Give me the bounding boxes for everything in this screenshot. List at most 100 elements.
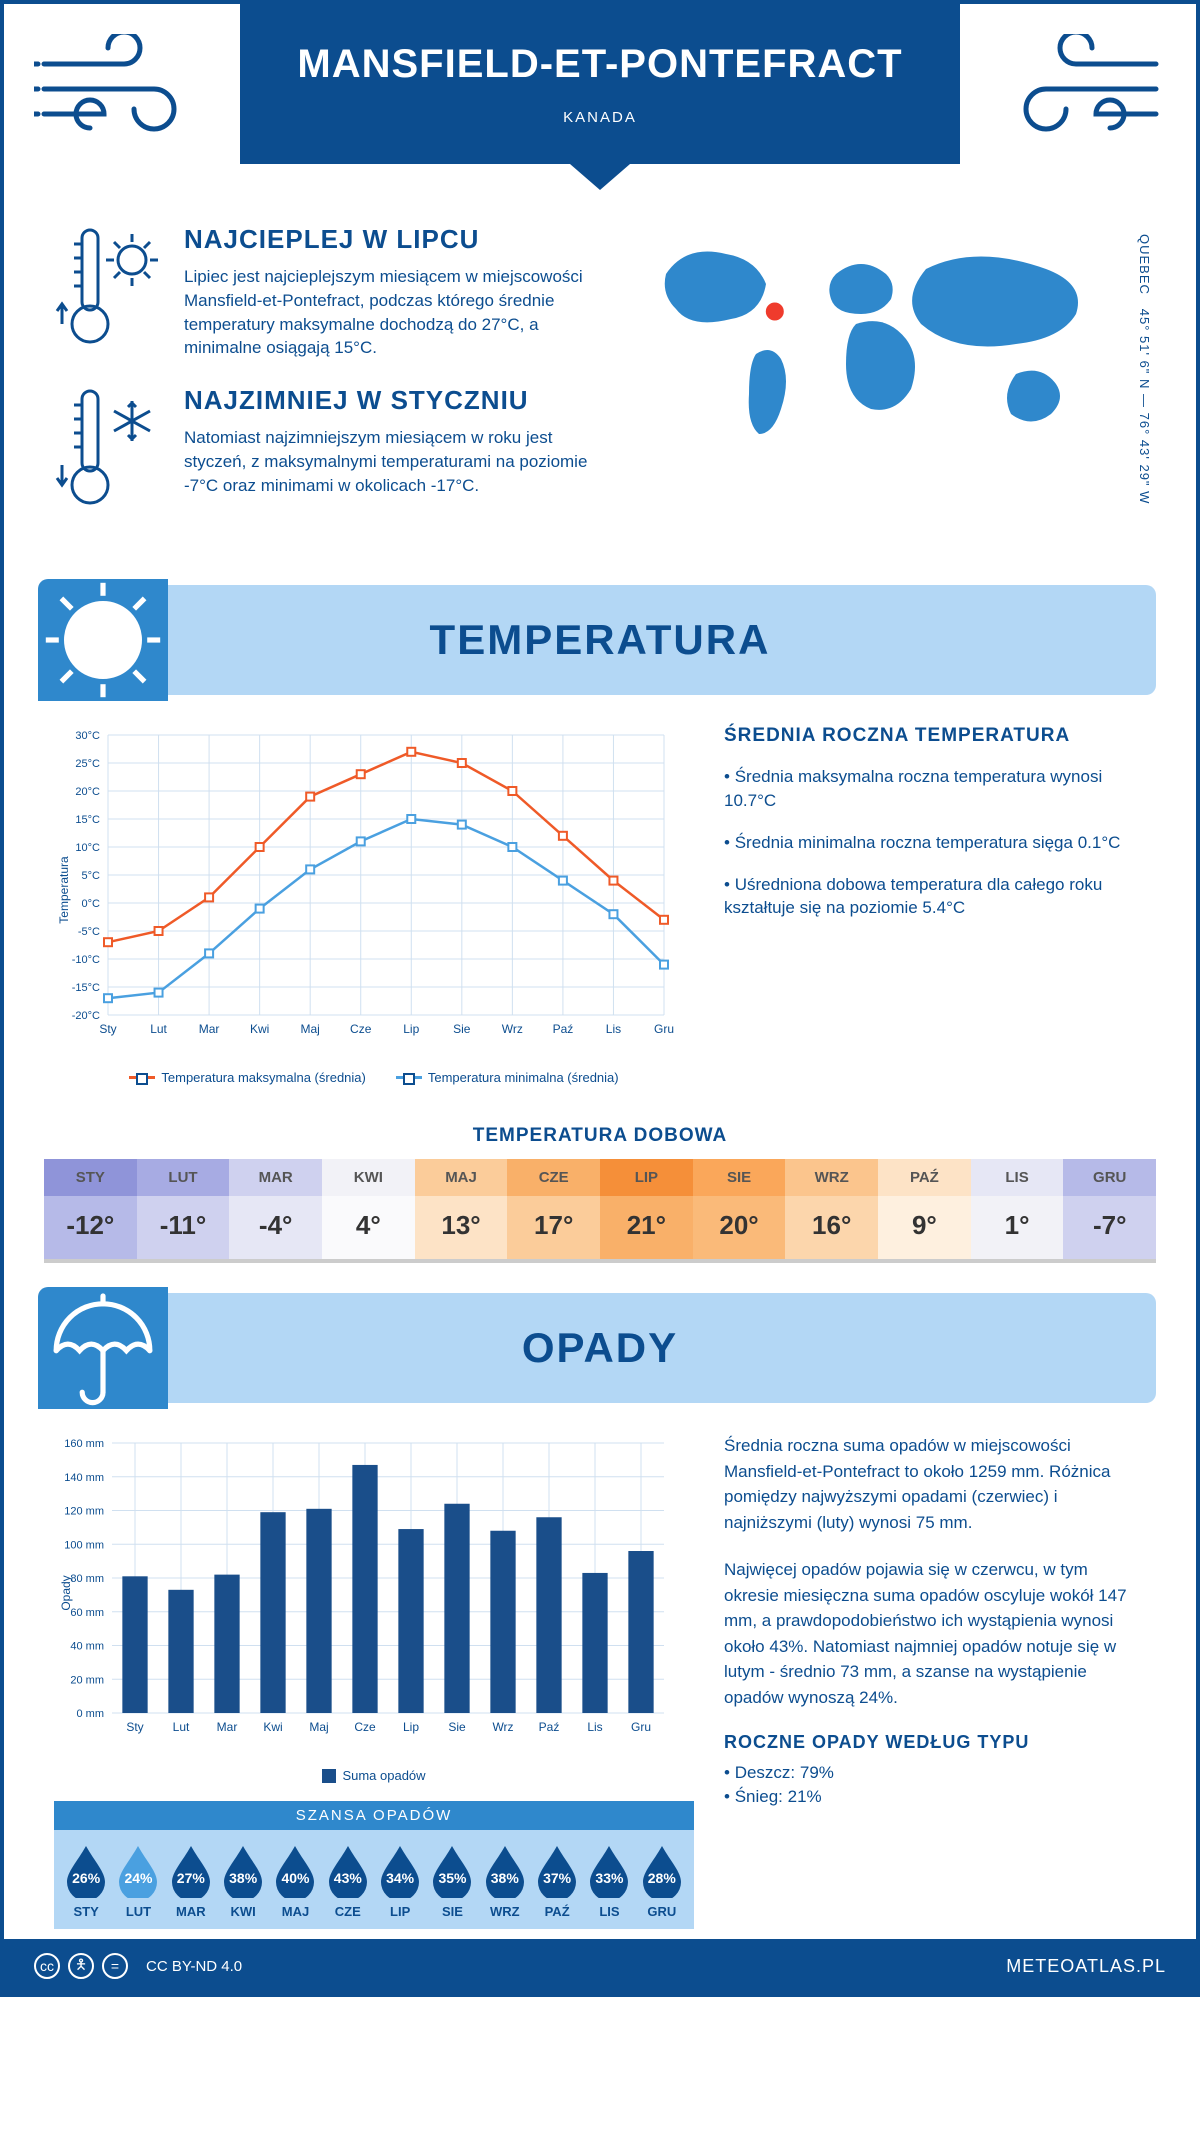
thermometer-sun-icon bbox=[54, 224, 164, 360]
chance-drop: 33%LIS bbox=[583, 1844, 635, 1919]
svg-text:Lis: Lis bbox=[587, 1720, 602, 1734]
chance-drop: 27%MAR bbox=[165, 1844, 217, 1919]
precip-type-item: Deszcz: 79% bbox=[724, 1763, 1146, 1783]
svg-text:-20°C: -20°C bbox=[72, 1010, 100, 1022]
svg-text:60 mm: 60 mm bbox=[70, 1607, 104, 1619]
footer: cc 🯅 = CC BY-ND 4.0 METEOATLAS.PL bbox=[4, 1939, 1196, 1993]
svg-text:15°C: 15°C bbox=[75, 814, 100, 826]
nd-icon: = bbox=[102, 1953, 128, 1979]
section-title: OPADY bbox=[522, 1324, 678, 1372]
svg-text:Paź: Paź bbox=[553, 1022, 574, 1036]
svg-text:0°C: 0°C bbox=[82, 898, 101, 910]
svg-text:20°C: 20°C bbox=[75, 786, 100, 798]
fact-warmest: NAJCIEPLEJ W LIPCU Lipiec jest najcieple… bbox=[54, 224, 616, 360]
daily-temp-cell: LIP21° bbox=[600, 1159, 693, 1259]
precip-text: Średnia roczna suma opadów w miejscowośc… bbox=[724, 1433, 1146, 1535]
svg-text:Kwi: Kwi bbox=[250, 1022, 269, 1036]
daily-temp-cell: STY-12° bbox=[44, 1159, 137, 1259]
chance-drop: 34%LIP bbox=[374, 1844, 426, 1919]
svg-text:Cze: Cze bbox=[354, 1720, 376, 1734]
precip-info: Średnia roczna suma opadów w miejscowośc… bbox=[724, 1433, 1146, 1929]
precip-chance-box: SZANSA OPADÓW 26%STY24%LUT27%MAR38%KWI40… bbox=[54, 1801, 694, 1929]
svg-text:Maj: Maj bbox=[309, 1720, 328, 1734]
daily-temp-cell: CZE17° bbox=[507, 1159, 600, 1259]
fact-coldest: NAJZIMNIEJ W STYCZNIU Natomiast najzimni… bbox=[54, 385, 616, 520]
svg-text:5°C: 5°C bbox=[82, 870, 101, 882]
cc-icon: cc bbox=[34, 1953, 60, 1979]
wind-icon bbox=[34, 34, 204, 144]
svg-text:Lut: Lut bbox=[150, 1022, 167, 1036]
chance-drop: 35%SIE bbox=[426, 1844, 478, 1919]
svg-text:20 mm: 20 mm bbox=[70, 1674, 104, 1686]
coords-label: QUEBEC 45° 51' 6" N — 76° 43' 29" W bbox=[1137, 234, 1152, 504]
page-title: MANSFIELD-ET-PONTEFRACT bbox=[297, 42, 902, 87]
svg-text:0 mm: 0 mm bbox=[77, 1708, 105, 1720]
svg-text:Sie: Sie bbox=[448, 1720, 466, 1734]
chance-drop: 24%LUT bbox=[112, 1844, 164, 1919]
temp-fact: Średnia maksymalna roczna temperatura wy… bbox=[724, 765, 1146, 813]
svg-text:Gru: Gru bbox=[631, 1720, 651, 1734]
daily-temp-cell: LIS1° bbox=[971, 1159, 1064, 1259]
svg-text:Kwi: Kwi bbox=[263, 1720, 282, 1734]
svg-text:Sty: Sty bbox=[99, 1022, 116, 1036]
daily-temp-cell: MAJ13° bbox=[415, 1159, 508, 1259]
svg-text:Sty: Sty bbox=[126, 1720, 143, 1734]
svg-text:Sie: Sie bbox=[453, 1022, 471, 1036]
daily-temp-cell: SIE20° bbox=[693, 1159, 786, 1259]
precip-chart: 0 mm20 mm40 mm60 mm80 mm100 mm120 mm140 … bbox=[54, 1433, 694, 1758]
license-text: CC BY-ND 4.0 bbox=[146, 1958, 242, 1975]
svg-text:-10°C: -10°C bbox=[72, 954, 100, 966]
svg-text:Mar: Mar bbox=[217, 1720, 238, 1734]
legend-item: Temperatura minimalna (średnia) bbox=[396, 1070, 619, 1085]
svg-text:Wrz: Wrz bbox=[502, 1022, 523, 1036]
svg-text:Temperatura: Temperatura bbox=[57, 856, 71, 924]
chance-drop: 28%GRU bbox=[636, 1844, 688, 1919]
daily-temp-strip: STY-12°LUT-11°MAR-4°KWI4°MAJ13°CZE17°LIP… bbox=[44, 1159, 1156, 1263]
daily-temp-cell: WRZ16° bbox=[785, 1159, 878, 1259]
umbrella-icon bbox=[38, 1287, 168, 1409]
thermometer-snow-icon bbox=[54, 385, 164, 520]
world-map bbox=[646, 224, 1106, 474]
chance-drop: 43%CZE bbox=[322, 1844, 374, 1919]
chance-title: SZANSA OPADÓW bbox=[54, 1801, 694, 1830]
svg-text:Gru: Gru bbox=[654, 1022, 674, 1036]
svg-text:40 mm: 40 mm bbox=[70, 1641, 104, 1653]
sun-icon bbox=[38, 579, 168, 701]
license-badge: cc 🯅 = CC BY-ND 4.0 bbox=[34, 1953, 242, 1979]
svg-text:Paź: Paź bbox=[539, 1720, 560, 1734]
info-title: ŚREDNIA ROCZNA TEMPERATURA bbox=[724, 725, 1146, 747]
svg-text:Lip: Lip bbox=[403, 1720, 419, 1734]
fact-title: NAJZIMNIEJ W STYCZNIU bbox=[184, 385, 616, 416]
svg-text:Lip: Lip bbox=[403, 1022, 419, 1036]
chance-drop: 26%STY bbox=[60, 1844, 112, 1919]
svg-text:30°C: 30°C bbox=[75, 730, 100, 742]
by-icon: 🯅 bbox=[68, 1953, 94, 1979]
chance-drop: 40%MAJ bbox=[269, 1844, 321, 1919]
svg-text:120 mm: 120 mm bbox=[64, 1506, 104, 1518]
chance-drop: 37%PAŹ bbox=[531, 1844, 583, 1919]
precip-text: Najwięcej opadów pojawia się w czerwcu, … bbox=[724, 1557, 1146, 1710]
section-banner-precip: OPADY bbox=[44, 1293, 1156, 1403]
temperature-chart: -20°C-15°C-10°C-5°C0°C5°C10°C15°C20°C25°… bbox=[54, 725, 694, 1085]
wind-icon bbox=[996, 34, 1166, 144]
section-banner-temperature: TEMPERATURA bbox=[44, 585, 1156, 695]
svg-text:Opady: Opady bbox=[59, 1576, 73, 1611]
header: MANSFIELD-ET-PONTEFRACT KANADA bbox=[4, 4, 1196, 204]
svg-text:80 mm: 80 mm bbox=[70, 1573, 104, 1585]
country-label: KANADA bbox=[563, 109, 637, 126]
svg-text:-15°C: -15°C bbox=[72, 982, 100, 994]
svg-text:-5°C: -5°C bbox=[78, 926, 100, 938]
svg-text:Lis: Lis bbox=[606, 1022, 621, 1036]
legend-item: Temperatura maksymalna (średnia) bbox=[129, 1070, 365, 1085]
fact-text: Natomiast najzimniejszym miesiącem w rok… bbox=[184, 426, 616, 497]
daily-temp-cell: PAŹ9° bbox=[878, 1159, 971, 1259]
daily-temp-cell: KWI4° bbox=[322, 1159, 415, 1259]
precip-type-item: Śnieg: 21% bbox=[724, 1787, 1146, 1807]
svg-text:10°C: 10°C bbox=[75, 842, 100, 854]
svg-text:Mar: Mar bbox=[199, 1022, 220, 1036]
chance-drop: 38%KWI bbox=[217, 1844, 269, 1919]
daily-temp-cell: MAR-4° bbox=[229, 1159, 322, 1259]
svg-text:140 mm: 140 mm bbox=[64, 1472, 104, 1484]
site-name: METEOATLAS.PL bbox=[1006, 1956, 1166, 1977]
legend-item: Suma opadów bbox=[322, 1768, 425, 1783]
